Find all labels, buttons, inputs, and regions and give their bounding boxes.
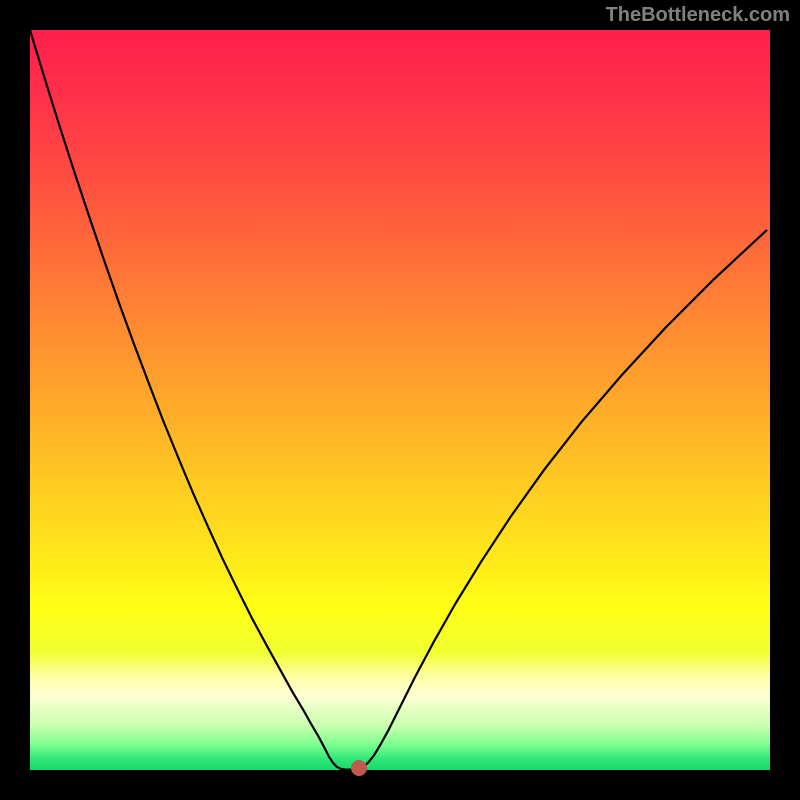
chart-marker	[351, 760, 367, 776]
chart-area	[30, 30, 770, 770]
bottleneck-curve	[30, 30, 770, 770]
attribution-text: TheBottleneck.com	[606, 4, 790, 27]
